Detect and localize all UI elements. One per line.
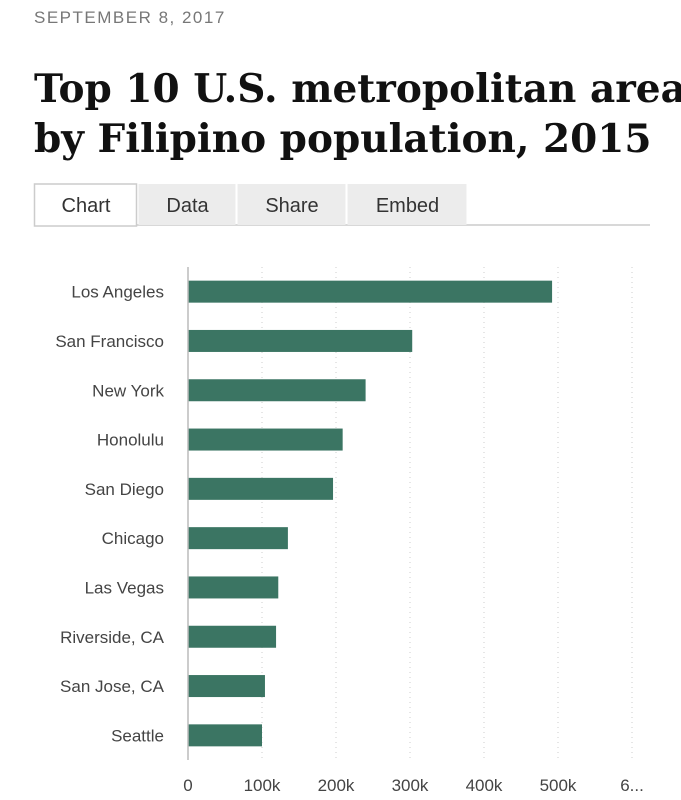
category-label: Las Vegas xyxy=(85,578,164,597)
tabs: Chart Data Share Embed xyxy=(33,183,467,227)
bar xyxy=(188,280,553,303)
date: SEPTEMBER 8, 2017 xyxy=(34,8,226,27)
category-label: New York xyxy=(92,381,164,400)
plot: 0 100k 200k 300k 400k 500k 6... Los Angeles San … xyxy=(55,267,644,795)
x-tick-label: 100k xyxy=(244,776,281,795)
bar xyxy=(188,675,265,698)
tab[interactable] xyxy=(138,184,236,225)
category-label: Los Angeles xyxy=(71,283,164,302)
category-label: Riverside, CA xyxy=(60,628,165,647)
x-tick-label: 500k xyxy=(540,776,577,795)
tab[interactable] xyxy=(347,184,467,225)
bar xyxy=(188,379,366,402)
tab-label[interactable]: Share xyxy=(265,195,318,217)
bar xyxy=(188,625,277,648)
chart-title: by Filipino population, 2015 xyxy=(34,116,652,162)
category-label: San Jose, CA xyxy=(60,677,165,696)
bar xyxy=(188,428,343,451)
tab[interactable] xyxy=(33,183,138,227)
category-label: San Francisco xyxy=(55,332,164,351)
chart-title: Top 10 U.S. metropolitan areas xyxy=(34,66,681,112)
x-tick-label: 200k xyxy=(318,776,355,795)
category-label: San Diego xyxy=(85,480,164,499)
x-tick-label: 6... xyxy=(620,776,644,795)
tab-label[interactable]: Embed xyxy=(376,195,439,217)
bar xyxy=(188,527,288,550)
bar xyxy=(188,477,334,500)
category-label: Seattle xyxy=(111,726,164,745)
category-label: Chicago xyxy=(102,529,164,548)
tab-label[interactable]: Data xyxy=(166,195,209,217)
x-tick-label: 0 xyxy=(183,776,192,795)
tab-label[interactable]: Chart xyxy=(62,195,111,217)
tab[interactable] xyxy=(237,184,346,225)
bar xyxy=(188,329,413,352)
bar xyxy=(188,576,279,599)
bar xyxy=(188,724,262,747)
x-tick-label: 300k xyxy=(392,776,429,795)
x-tick-label: 400k xyxy=(466,776,503,795)
category-label: Honolulu xyxy=(97,431,164,450)
